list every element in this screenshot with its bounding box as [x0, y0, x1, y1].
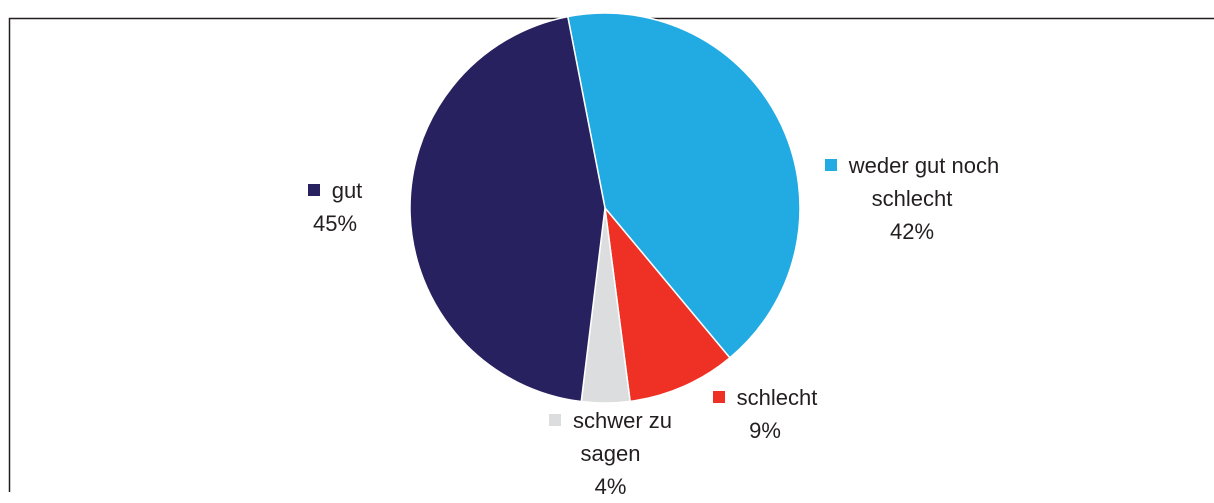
pie	[410, 13, 800, 403]
slice-label: gut 45%	[285, 174, 385, 240]
slice-label: schwer zu sagen 4%	[543, 404, 678, 503]
value-label: 9%	[749, 418, 781, 443]
value-label: 4%	[595, 474, 627, 499]
slice-label: schlecht 9%	[695, 381, 835, 447]
legend-swatch	[308, 184, 320, 196]
legend-swatch	[713, 391, 725, 403]
category-name: schlecht	[737, 385, 818, 410]
pie-slice	[410, 17, 605, 402]
category-name: schwer zu sagen	[573, 408, 672, 466]
slice-label: weder gut noch schlecht 42%	[822, 149, 1002, 248]
value-label: 45%	[313, 211, 357, 236]
legend-swatch	[825, 159, 837, 171]
legend-swatch	[549, 414, 561, 426]
category-name: weder gut noch schlecht	[849, 153, 999, 211]
category-name: gut	[332, 178, 363, 203]
page: {"chart_data": {"type": "pie", "categori…	[0, 0, 1214, 492]
value-label: 42%	[890, 219, 934, 244]
